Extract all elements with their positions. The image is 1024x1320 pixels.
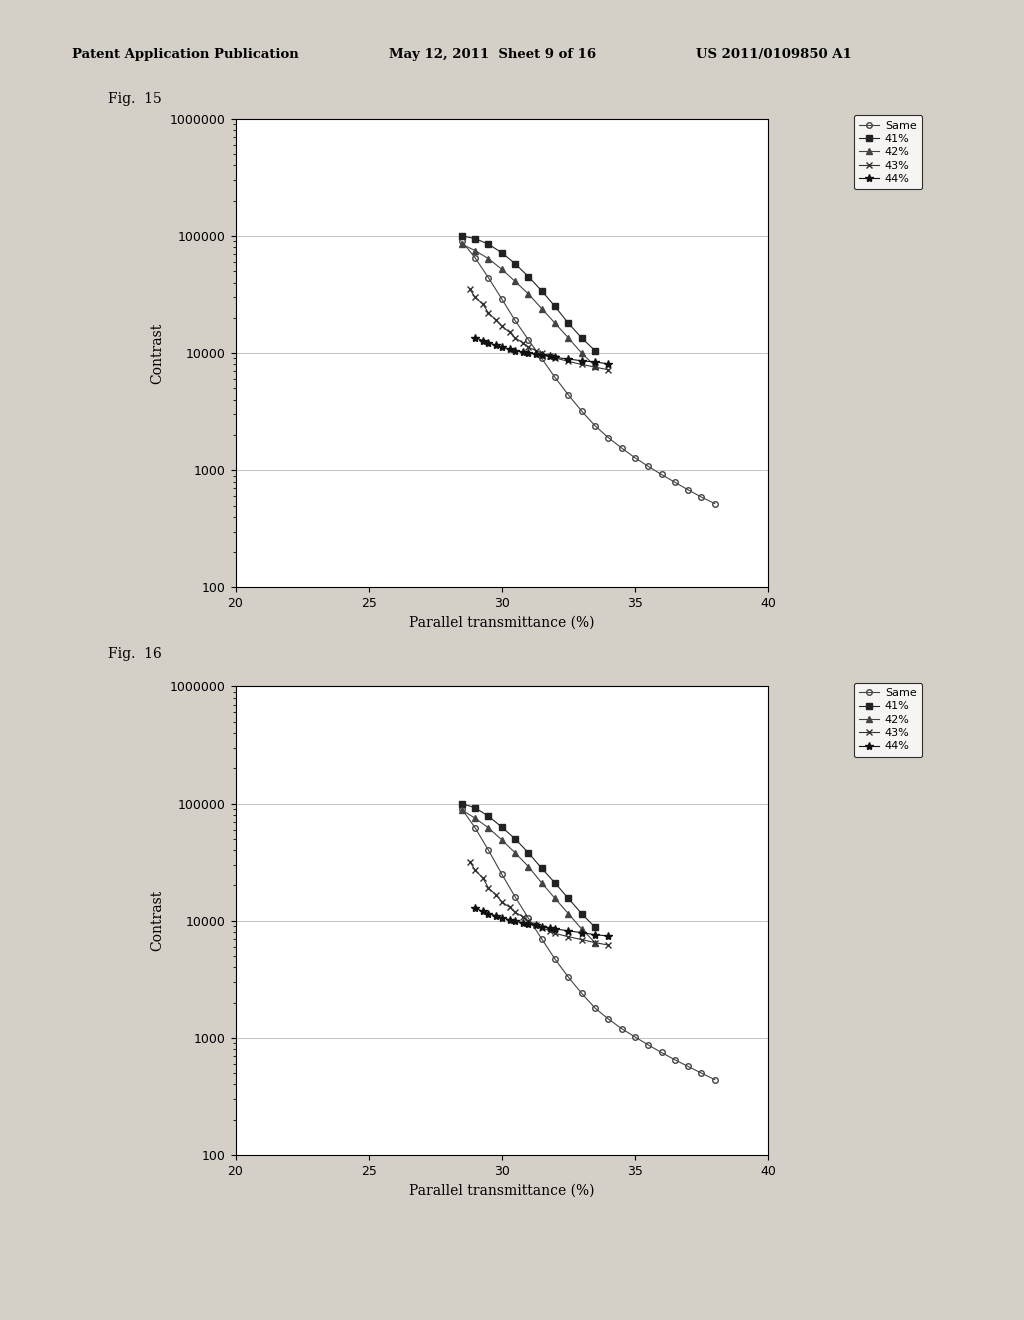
Text: Patent Application Publication: Patent Application Publication [72,48,298,61]
Legend: Same, 41%, 42%, 43%, 44%: Same, 41%, 42%, 43%, 44% [854,682,923,758]
Text: May 12, 2011  Sheet 9 of 16: May 12, 2011 Sheet 9 of 16 [389,48,596,61]
Text: Fig.  16: Fig. 16 [108,647,161,661]
X-axis label: Parallel transmittance (%): Parallel transmittance (%) [409,1183,595,1197]
Legend: Same, 41%, 42%, 43%, 44%: Same, 41%, 42%, 43%, 44% [854,115,923,190]
Y-axis label: Contrast: Contrast [151,322,165,384]
X-axis label: Parallel transmittance (%): Parallel transmittance (%) [409,615,595,630]
Text: US 2011/0109850 A1: US 2011/0109850 A1 [696,48,852,61]
Text: Fig.  15: Fig. 15 [108,92,161,107]
Y-axis label: Contrast: Contrast [151,890,165,952]
